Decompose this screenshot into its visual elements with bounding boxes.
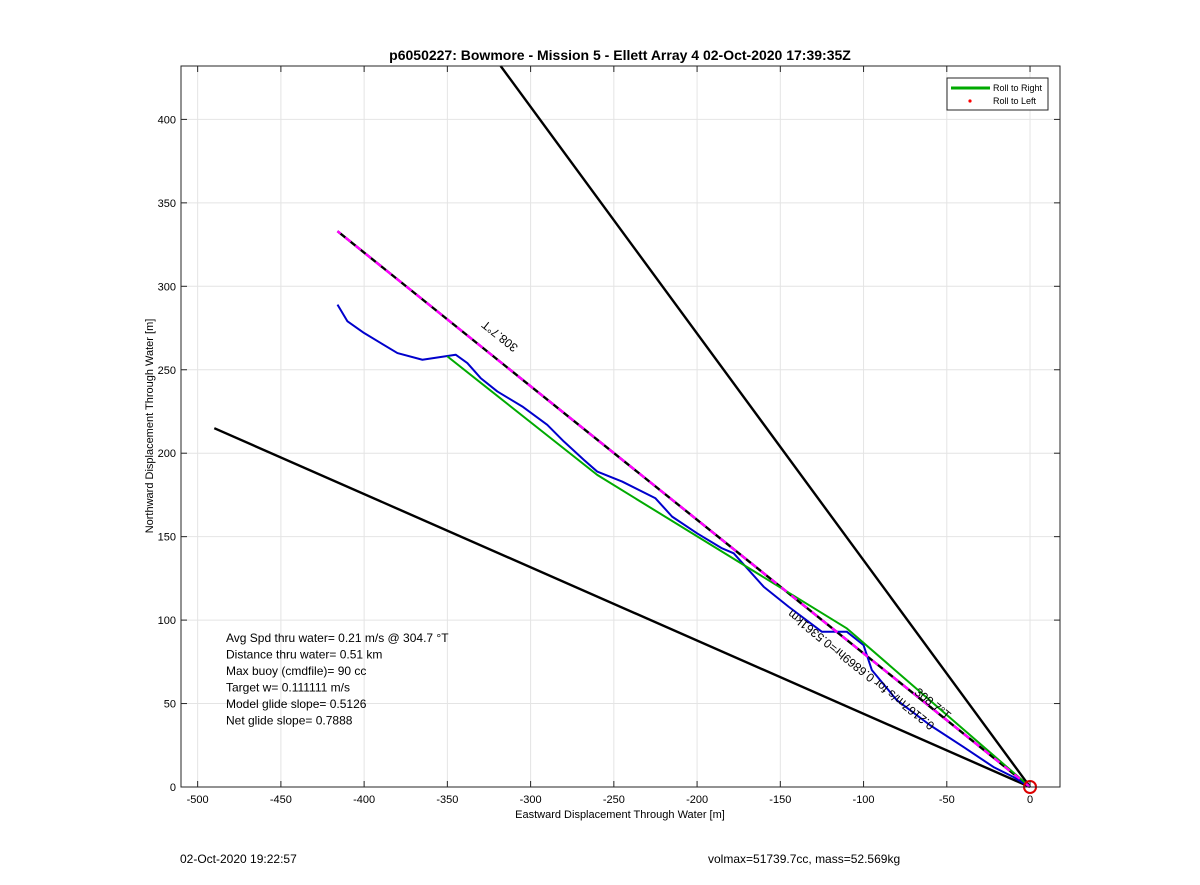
y-tick-label: 200	[158, 448, 176, 460]
stats-line: Net glide slope= 0.7888	[226, 714, 353, 728]
x-tick-label: -400	[353, 794, 375, 806]
footer-timestamp: 02-Oct-2020 19:22:57	[180, 852, 297, 866]
x-tick-labels: -500 -450 -400 -350 -300 -250 -200 -150 -100 -50 0	[187, 794, 1033, 806]
x-tick-label: -150	[769, 794, 791, 806]
footer-vehicle-params: volmax=51739.7cc, mass=52.569kg	[708, 852, 901, 866]
chart-title: p6050227: Bowmore - Mission 5 - Ellett A…	[389, 47, 851, 63]
x-tick-label: 0	[1027, 794, 1033, 806]
stats-line: Target w= 0.111111 m/s	[226, 681, 350, 695]
x-axis-label: Eastward Displacement Through Water [m]	[515, 809, 725, 821]
glider-track-line	[336, 304, 1031, 788]
stats-line: Distance thru water= 0.51 km	[226, 648, 382, 662]
reference-line-3	[213, 427, 1031, 789]
y-tick-label: 400	[158, 114, 176, 126]
x-tick-label: -500	[187, 794, 209, 806]
heading-line-dashed	[336, 230, 1031, 788]
x-tick-label: -450	[270, 794, 292, 806]
y-tick-label: 150	[158, 532, 176, 544]
y-tick-label: 300	[158, 281, 176, 293]
x-tick-label: -350	[436, 794, 458, 806]
legend-label-roll-left: Roll to Left	[993, 96, 1037, 106]
legend-box	[946, 77, 1049, 111]
x-tick-label: -250	[603, 794, 625, 806]
y-axis-label: Northward Displacement Through Water [m]	[144, 319, 156, 534]
roll-right-segment-line	[446, 355, 1031, 788]
stats-line: Max buoy (cmdfile)= 90 cc	[226, 664, 366, 678]
stats-line: Avg Spd thru water= 0.21 m/s @ 304.7 °T	[226, 631, 449, 645]
x-tick-label: -50	[939, 794, 955, 806]
plot-area	[181, 66, 1060, 787]
stats-box: Avg Spd thru water= 0.21 m/s @ 304.7 °T D…	[226, 631, 449, 728]
plot-frame	[180, 65, 1061, 788]
stats-line: Model glide slope= 0.5126	[226, 697, 367, 711]
y-tick-label: 250	[158, 365, 176, 377]
y-tick-label: 100	[158, 615, 176, 627]
y-tick-label: 350	[158, 198, 176, 210]
x-tick-label: -200	[686, 794, 708, 806]
legend: Roll to Right Roll to Left	[946, 77, 1049, 111]
y-tick-label: 0	[170, 782, 176, 794]
reference-line-2	[499, 65, 1032, 788]
x-tick-label: -100	[853, 794, 875, 806]
y-tick-labels: 0 50 100 150 200 250 300 350 400	[158, 114, 176, 794]
legend-swatch-roll-left	[968, 99, 972, 103]
x-tick-label: -300	[520, 794, 542, 806]
axis-ticks	[181, 66, 1060, 788]
legend-label-roll-right: Roll to Right	[993, 83, 1043, 93]
y-tick-label: 50	[164, 699, 176, 711]
